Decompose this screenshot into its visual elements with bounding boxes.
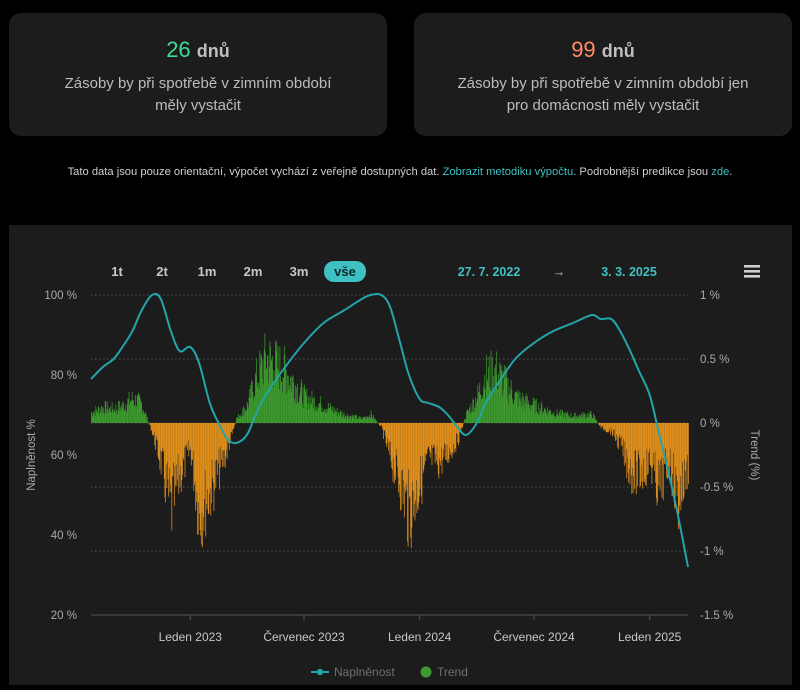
storage-chart: 1t 2t 1m 2m 3m vše 27. 7. 2022 → 3. 3. 2025 1 % 0.… <box>9 225 792 685</box>
description-line: Zásoby by při spotřebě v zimním období j… <box>438 73 768 95</box>
days-number: 26 <box>166 37 190 62</box>
range-button-2m[interactable]: 2m <box>244 264 263 279</box>
date-from-input[interactable]: 27. 7. 2022 <box>458 265 521 279</box>
trend-bar <box>148 422 149 423</box>
hamburger-menu-icon[interactable] <box>744 275 760 278</box>
days-description: Zásoby by při spotřebě v zimním období m… <box>9 73 387 117</box>
left-axis-tick-label: 100 % <box>44 290 77 302</box>
days-card-households: 99 dnů Zásoby by při spotřebě v zimním o… <box>414 13 792 136</box>
description-line: měly vystačit <box>33 95 363 117</box>
legend-item-trend[interactable]: Trend <box>437 665 468 679</box>
legend-trend-marker-icon[interactable] <box>421 667 432 678</box>
trend-bar <box>688 423 689 484</box>
disclaimer-note: Tato data jsou pouze orientační, výpočet… <box>0 166 800 178</box>
note-text: . Podrobnější predikce jsou <box>573 166 708 178</box>
chart-panel: 1t 2t 1m 2m 3m vše 27. 7. 2022 → 3. 3. 2025 1 % 0.… <box>9 225 792 685</box>
days-description: Zásoby by při spotřebě v zimním období j… <box>414 73 792 117</box>
note-text: . <box>729 166 732 178</box>
trend-bar <box>462 423 463 426</box>
description-line: Zásoby by při spotřebě v zimním období <box>33 73 363 95</box>
methodology-link[interactable]: Zobrazit metodiku výpočtu <box>443 166 574 178</box>
right-axis-title: Trend (%) <box>748 430 760 481</box>
x-axis-tick-label: Leden 2025 <box>618 630 682 644</box>
left-axis-tick-label: 40 % <box>51 530 77 542</box>
right-axis-tick-label: 0.5 % <box>700 354 729 366</box>
legend-line-marker-icon[interactable] <box>317 669 323 675</box>
right-axis-tick-label: -0.5 % <box>700 482 733 494</box>
right-axis-tick-label: -1.5 % <box>700 610 733 622</box>
left-axis-tick-label: 80 % <box>51 370 77 382</box>
x-axis-tick-label: Leden 2024 <box>388 630 452 644</box>
left-axis-title: Naplněnost % <box>26 419 38 491</box>
days-card-total: 26 dnů Zásoby by při spotřebě v zimním o… <box>9 13 387 136</box>
hamburger-menu-icon[interactable] <box>744 265 760 268</box>
right-axis-tick-label: 0 % <box>700 418 720 430</box>
range-button-vše[interactable]: vše <box>334 264 356 279</box>
range-button-1t[interactable]: 1t <box>111 264 123 279</box>
date-range-arrow: → <box>553 264 566 279</box>
trend-bar <box>234 423 235 425</box>
range-button-2t[interactable]: 2t <box>156 264 168 279</box>
note-text: Tato data jsou pouze orientační, výpočet… <box>68 166 440 178</box>
description-line: pro domácnosti měly vystačit <box>438 95 768 117</box>
date-to-input[interactable]: 3. 3. 2025 <box>601 265 657 279</box>
days-number: 99 <box>571 37 595 62</box>
right-axis-tick-label: -1 % <box>700 546 724 558</box>
days-unit: dnů <box>602 41 635 61</box>
range-button-3m[interactable]: 3m <box>290 264 309 279</box>
days-unit: dnů <box>197 41 230 61</box>
hamburger-menu-icon[interactable] <box>744 270 760 273</box>
x-axis-tick-label: Červenec 2023 <box>263 629 345 644</box>
x-axis-tick-label: Červenec 2024 <box>493 629 575 644</box>
right-axis-tick-label: 1 % <box>700 290 720 302</box>
left-axis-tick-label: 60 % <box>51 450 77 462</box>
days-value-households: 99 dnů <box>414 37 792 64</box>
range-button-1m[interactable]: 1m <box>198 264 217 279</box>
left-axis-tick-label: 20 % <box>51 610 77 622</box>
predictions-link[interactable]: zde <box>711 166 729 178</box>
legend-item-naplnenost[interactable]: Naplněnost <box>334 665 395 679</box>
x-axis-tick-label: Leden 2023 <box>159 630 223 644</box>
days-value-total: 26 dnů <box>9 37 387 64</box>
